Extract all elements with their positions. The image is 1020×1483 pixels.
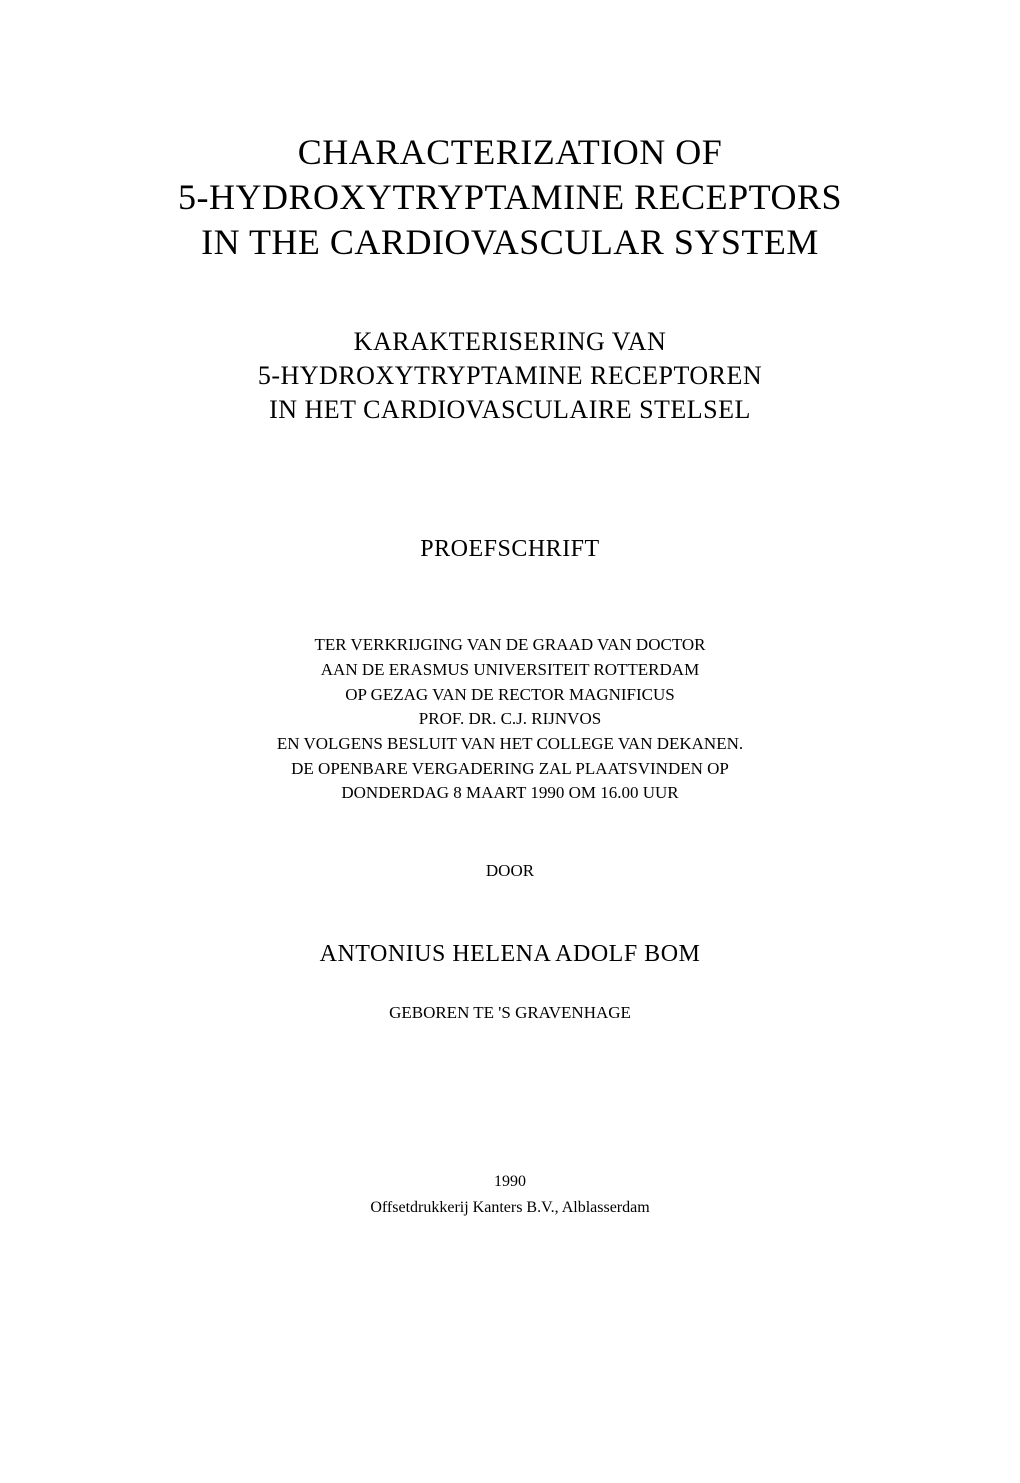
subtitle-line-3: IN HET CARDIOVASCULAIRE STELSEL xyxy=(258,393,762,427)
subtitle: KARAKTERISERING VAN 5-HYDROXYTRYPTAMINE … xyxy=(258,325,762,426)
author-name: ANTONIUS HELENA ADOLF BOM xyxy=(320,941,701,968)
description-block: TER VERKRIJGING VAN DE GRAAD VAN DOCTOR … xyxy=(277,633,743,805)
birth-place: GEBOREN TE 'S GRAVENHAGE xyxy=(389,1003,631,1023)
description-line-6: DE OPENBARE VERGADERING ZAL PLAATSVINDEN… xyxy=(277,757,743,782)
description-line-5: EN VOLGENS BESLUIT VAN HET COLLEGE VAN D… xyxy=(277,732,743,757)
title-line-2: 5-HYDROXYTRYPTAMINE RECEPTORS xyxy=(178,175,842,220)
subtitle-line-1: KARAKTERISERING VAN xyxy=(258,325,762,359)
description-line-7: DONDERDAG 8 MAART 1990 OM 16.00 UUR xyxy=(277,781,743,806)
publication-year: 1990 xyxy=(494,1173,526,1191)
description-line-4: PROF. DR. C.J. RIJNVOS xyxy=(277,707,743,732)
description-line-3: OP GEZAG VAN DE RECTOR MAGNIFICUS xyxy=(277,683,743,708)
description-line-1: TER VERKRIJGING VAN DE GRAAD VAN DOCTOR xyxy=(277,633,743,658)
subtitle-line-2: 5-HYDROXYTRYPTAMINE RECEPTOREN xyxy=(258,359,762,393)
publisher: Offsetdrukkerij Kanters B.V., Alblasserd… xyxy=(370,1199,649,1217)
proefschrift-heading: PROEFSCHRIFT xyxy=(420,536,599,563)
door-label: DOOR xyxy=(486,861,534,881)
main-title: CHARACTERIZATION OF 5-HYDROXYTRYPTAMINE … xyxy=(178,130,842,265)
title-line-3: IN THE CARDIOVASCULAR SYSTEM xyxy=(178,220,842,265)
description-line-2: AAN DE ERASMUS UNIVERSITEIT ROTTERDAM xyxy=(277,658,743,683)
title-line-1: CHARACTERIZATION OF xyxy=(178,130,842,175)
